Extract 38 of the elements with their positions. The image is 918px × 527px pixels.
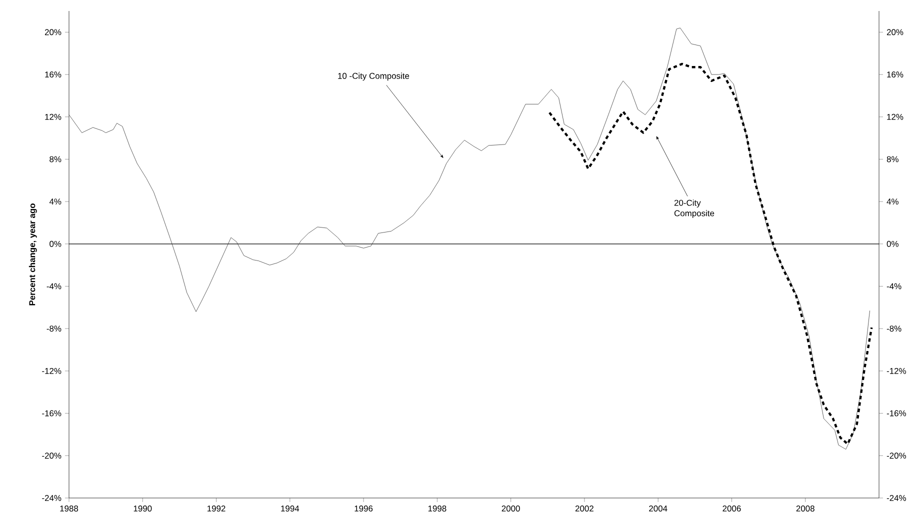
x-tick-label: 2000: [502, 506, 520, 512]
y2-tick-label: -24%: [886, 495, 906, 501]
y2-tick-label: 0%: [886, 240, 898, 247]
y-tick-label: 12%: [45, 114, 62, 120]
x-tick-label: 2006: [722, 506, 741, 512]
y-tick-label: 0%: [50, 240, 62, 247]
y-tick-label: -12%: [42, 368, 62, 374]
x-tick-label: 1988: [60, 506, 78, 512]
y-tick-label: -16%: [42, 410, 62, 416]
y-tick-label: 16%: [45, 72, 62, 78]
y2-tick-label: -12%: [886, 368, 906, 374]
y2-tick-label: -20%: [886, 452, 906, 459]
y2-tick-label: 4%: [886, 198, 898, 205]
y-tick-label: -24%: [42, 495, 62, 501]
y-tick-label: -8%: [46, 326, 62, 332]
y-tick-label: 8%: [50, 156, 62, 162]
y2-tick-label: 16%: [887, 72, 904, 78]
x-tick-label: 2008: [796, 506, 814, 512]
x-tick-label: 1996: [354, 506, 373, 512]
y2-tick-label: -16%: [886, 410, 906, 416]
x-tick-label: 1994: [281, 506, 300, 512]
x-tick-label: 1990: [134, 506, 152, 512]
y2-tick-label: 8%: [886, 156, 898, 162]
y-tick-label: 20%: [44, 29, 62, 36]
x-tick-label: 1998: [428, 506, 446, 512]
y2-tick-label: -4%: [886, 283, 902, 290]
y2-tick-label: -8%: [886, 326, 902, 332]
y2-tick-label: 20%: [886, 29, 904, 36]
y-tick-label: -4%: [46, 283, 62, 290]
y-tick-label: -20%: [42, 452, 62, 459]
y2-tick-label: 12%: [887, 114, 904, 120]
y-tick-label: 4%: [49, 198, 62, 205]
x-tick-label: 1992: [207, 506, 226, 512]
x-tick-label: 2002: [575, 506, 594, 512]
annotation: 20-City Composite: [674, 200, 714, 218]
x-tick-label: 2004: [649, 506, 668, 512]
y-axis-title: Percent change, year ago: [28, 204, 37, 306]
annotation: 10 -City Composite: [338, 72, 410, 81]
